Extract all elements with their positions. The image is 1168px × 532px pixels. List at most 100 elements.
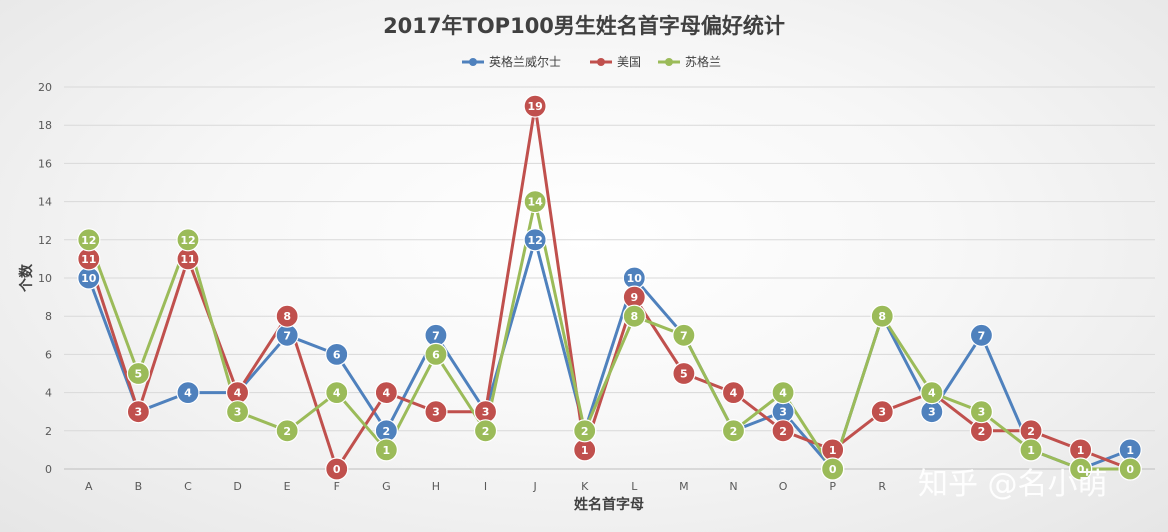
data-marker [523, 190, 547, 214]
data-marker [573, 419, 597, 443]
data-marker [176, 381, 200, 405]
data-point: 3 [870, 400, 894, 424]
data-point: 12 [176, 228, 200, 252]
data-label: 3 [234, 406, 242, 419]
data-marker [77, 228, 101, 252]
data-label: 10 [627, 272, 643, 285]
data-marker [325, 381, 349, 405]
data-label: 12 [81, 234, 96, 247]
data-marker [275, 419, 299, 443]
data-label: 0 [1077, 463, 1085, 476]
data-point: 14 [523, 190, 547, 214]
x-tick-label: G [382, 480, 391, 493]
chart-title: 2017年TOP100男生姓名首字母偏好统计 [383, 14, 785, 38]
data-marker [1069, 457, 1093, 481]
y-tick-label: 2 [45, 425, 52, 438]
data-label: 4 [730, 387, 738, 400]
data-label: 2 [383, 425, 391, 438]
y-axis-label: 个数 [18, 263, 35, 293]
data-label: 8 [878, 310, 886, 323]
data-marker [622, 304, 646, 328]
y-tick-label: 16 [38, 157, 52, 170]
data-point: 11 [176, 247, 200, 271]
data-label: 2 [581, 425, 589, 438]
data-marker [325, 342, 349, 366]
y-tick-label: 6 [45, 348, 52, 361]
data-label: 7 [432, 329, 440, 342]
data-marker [672, 323, 696, 347]
series-line [87, 200, 1132, 471]
data-marker [969, 323, 994, 347]
series-points: 1034476273122107230837101113114804331919… [77, 94, 1142, 481]
legend-marker [597, 58, 605, 66]
data-point: 5 [672, 361, 696, 386]
data-label: 9 [630, 291, 638, 304]
data-label: 11 [81, 253, 96, 266]
data-marker [870, 304, 894, 328]
y-tick-label: 4 [45, 387, 52, 400]
data-point: 3 [473, 400, 498, 424]
data-marker [969, 400, 994, 424]
data-point: 3 [225, 400, 250, 424]
data-point: 10 [77, 266, 101, 290]
data-marker [473, 419, 498, 443]
y-tick-label: 20 [38, 81, 52, 94]
data-label: 3 [482, 406, 490, 419]
data-marker [721, 419, 746, 443]
data-label: 1 [383, 444, 391, 457]
data-point: 5 [126, 361, 150, 386]
data-marker [523, 228, 547, 252]
data-point: 4 [374, 381, 398, 405]
legend: 英格兰威尔士 美国 苏格兰 [462, 54, 721, 69]
data-point: 4 [721, 381, 746, 405]
data-label: 11 [180, 253, 195, 266]
data-marker [771, 381, 795, 405]
data-point: 3 [969, 400, 994, 424]
x-tick-label: H [432, 480, 440, 493]
data-point: 0 [1069, 457, 1093, 481]
data-point: 2 [275, 419, 299, 443]
data-label: 0 [333, 463, 341, 476]
legend-marker [665, 58, 673, 66]
data-point: 7 [969, 323, 994, 347]
data-marker [920, 381, 944, 405]
data-point: 12 [523, 228, 547, 252]
data-marker [1019, 438, 1043, 462]
data-point: 8 [622, 304, 646, 328]
data-point: 7 [672, 323, 696, 347]
x-tick-label: R [878, 480, 886, 493]
data-point: 0 [1118, 457, 1142, 481]
x-tick-label: L [631, 480, 638, 493]
data-label: 4 [928, 387, 936, 400]
y-axis-ticks: 0 2 4 6 8 10 12 14 16 18 20 [38, 81, 52, 476]
data-point: 11 [77, 247, 101, 271]
data-label: 3 [978, 406, 986, 419]
x-axis-label: 姓名首字母 [574, 496, 644, 513]
data-marker [721, 381, 746, 405]
legend-item: 美国 [590, 55, 641, 69]
data-point: 10 [622, 266, 646, 290]
data-label: 12 [180, 234, 195, 247]
data-point: 8 [275, 304, 299, 328]
data-label: 7 [978, 329, 986, 342]
data-label: 6 [432, 348, 440, 361]
data-label: 3 [779, 406, 787, 419]
data-label: 1 [1077, 444, 1085, 457]
data-label: 1 [1126, 444, 1134, 457]
legend-item: 苏格兰 [658, 54, 721, 69]
data-label: 0 [1126, 463, 1134, 476]
data-label: 5 [680, 368, 688, 381]
data-point: 2 [374, 419, 398, 443]
data-point: 2 [1019, 419, 1043, 443]
y-tick-label: 8 [45, 310, 52, 323]
data-point: 2 [721, 419, 746, 443]
data-label: 8 [283, 310, 291, 323]
data-point: 0 [821, 457, 845, 481]
data-label: 0 [829, 463, 837, 476]
x-tick-label: E [284, 480, 291, 493]
y-tick-label: 12 [38, 234, 52, 247]
data-label: 1 [1027, 444, 1035, 457]
